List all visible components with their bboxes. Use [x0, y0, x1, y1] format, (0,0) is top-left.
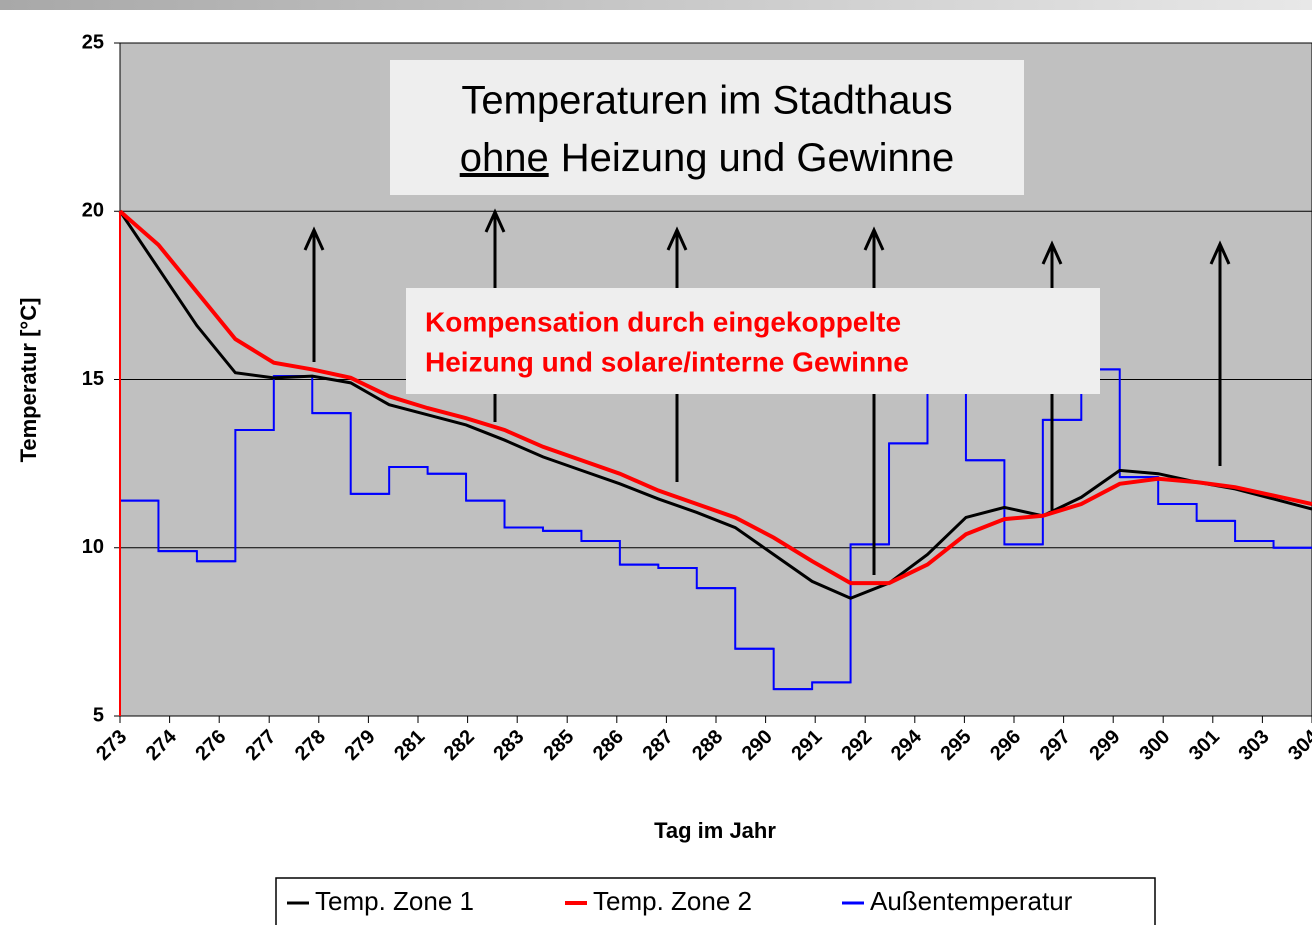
- legend-label: Temp. Zone 1: [315, 886, 474, 916]
- arrow: [863, 226, 885, 575]
- x-tick-label: 285: [539, 726, 578, 765]
- x-tick-label: 279: [341, 726, 380, 765]
- series: [118, 209, 1312, 691]
- y-tick-label: 10: [82, 536, 104, 558]
- subtitle-emphasis: ohne: [460, 136, 549, 180]
- y-axis-label: Temperatur [°C]: [16, 298, 41, 463]
- legend: [275, 877, 1156, 925]
- annotation: Kompensation durch eingekoppelte: [425, 306, 901, 337]
- line: [118, 210, 1312, 600]
- x-tick-label: 276: [191, 726, 230, 765]
- line: [118, 209, 1312, 586]
- y-tick-label: 5: [93, 704, 104, 726]
- y-tick-label: 15: [82, 368, 104, 390]
- y-tick-label: 20: [82, 200, 104, 222]
- x-tick-label: 300: [1135, 726, 1174, 765]
- legend-label: Außentemperatur: [870, 886, 1073, 916]
- x-tick-label: 303: [1235, 726, 1274, 765]
- x-tick-label: 283: [489, 726, 528, 765]
- x-tick-label: 297: [1036, 726, 1075, 765]
- legend-entries: Temp. Zone 1 Temp. Zone 2 Außentemperatur: [287, 886, 1073, 916]
- arrow: [303, 226, 325, 362]
- x-tick-label: 287: [639, 726, 678, 765]
- x-tick-label: 282: [440, 726, 479, 765]
- arrow: [1209, 240, 1231, 466]
- legend-label: Temp. Zone 2: [593, 886, 752, 916]
- annotation: Heizung und solare/interne Gewinne: [425, 346, 909, 377]
- subtitle-rest: Heizung und Gewinne: [561, 136, 955, 180]
- x-tick-label: 296: [986, 726, 1025, 765]
- x-tick-label: 278: [291, 726, 330, 765]
- x-axis-label: Tag im Jahr: [654, 818, 776, 843]
- step-connectors: [120, 351, 1312, 691]
- x-tick-label: 274: [142, 725, 182, 765]
- chart-subtitle: ohne Heizung und Gewinne: [460, 136, 955, 180]
- x-tick-label: 292: [837, 726, 876, 765]
- x-tick-label: 277: [241, 726, 280, 765]
- x-tick-label: 273: [92, 726, 131, 765]
- x-tick-label: 299: [1085, 726, 1124, 765]
- title-box: [390, 60, 1024, 195]
- x-tick-label: 290: [738, 726, 777, 765]
- x-tick-label: 281: [390, 726, 429, 765]
- x-tick-label: 288: [688, 726, 727, 765]
- x-tick-label: 304: [1284, 725, 1312, 765]
- x-tick-label: 286: [589, 726, 628, 765]
- annotation-box: [406, 288, 1100, 394]
- chart-title: Temperaturen im Stadthaus: [461, 79, 952, 123]
- top-strip: [0, 0, 1312, 10]
- y-tick-label: 25: [82, 31, 104, 53]
- x-tick-label: 295: [937, 726, 976, 765]
- x-tick-label: 294: [887, 725, 927, 765]
- x-tick-label: 301: [1185, 726, 1224, 765]
- x-tick-label: 291: [787, 726, 826, 765]
